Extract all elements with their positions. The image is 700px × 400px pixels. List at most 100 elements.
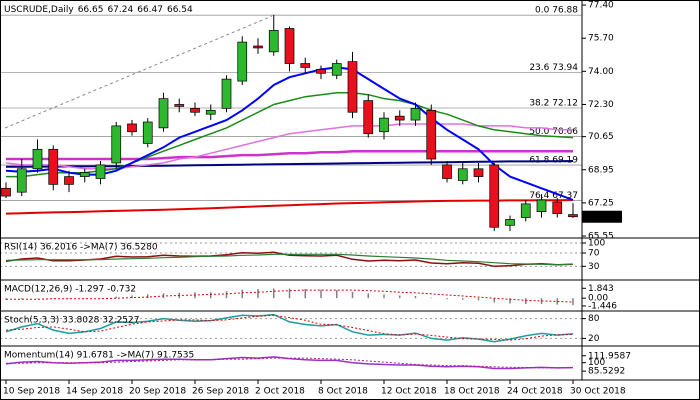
candle-body	[190, 108, 200, 113]
candle-body	[568, 214, 578, 218]
histogram-bar	[225, 291, 228, 299]
x-tick-label: 12 Oct 2018	[381, 387, 437, 397]
candle-body	[347, 61, 358, 113]
candle-body	[505, 219, 515, 226]
candle-body	[253, 45, 263, 49]
histogram-bar	[131, 295, 133, 299]
histogram-bar	[414, 296, 417, 299]
candle-body	[284, 28, 295, 64]
candle-body	[16, 168, 27, 193]
histogram-bar	[210, 292, 212, 299]
candle-body	[237, 41, 248, 82]
histogram-bar	[367, 293, 369, 299]
candle-body	[48, 148, 59, 185]
y-tick-label: 0.00	[588, 294, 608, 304]
candle-body	[331, 63, 342, 76]
high-value: 67.24	[107, 5, 133, 15]
histogram-bar	[525, 298, 527, 305]
fib-anchor-line	[4, 15, 273, 129]
indicator-line	[6, 357, 574, 369]
candle-body	[410, 108, 421, 121]
candle-body	[363, 100, 374, 135]
candle-body	[79, 172, 90, 177]
histogram-bar	[383, 294, 385, 299]
indicator-line	[5, 314, 574, 341]
y-tick-label: 77.40	[588, 1, 614, 11]
panel-title: Momentum(14) 91.6781 ->MA(7) 91.7535	[4, 351, 194, 361]
y-tick-label: 80	[588, 314, 600, 324]
candle-body	[552, 201, 563, 214]
y-tick-label: 74.00	[588, 67, 614, 77]
y-tick-label: 100	[588, 358, 605, 368]
histogram-bar	[477, 298, 480, 301]
histogram-bar	[36, 298, 39, 299]
y-tick-label: 70.65	[588, 132, 614, 142]
y-tick-label: 70	[588, 249, 600, 259]
histogram-bar	[462, 298, 464, 300]
x-tick-label: 2 Oct 2018	[255, 387, 305, 397]
x-tick-label: 8 Oct 2018	[318, 387, 368, 397]
y-tick-label: 68.95	[588, 165, 614, 175]
indicator-line	[6, 289, 574, 303]
y-tick-label: 30	[588, 262, 600, 272]
indicator-line	[5, 199, 574, 215]
histogram-bar	[288, 288, 291, 299]
y-tick-label: 20	[588, 334, 600, 344]
indicator-line	[6, 149, 573, 161]
fib-label: 38.2 72.12	[529, 98, 578, 108]
histogram-bar	[572, 298, 574, 306]
panel-title: Stoch(5,3,3) 33.8028 32.2527	[4, 316, 139, 326]
candle-body	[142, 121, 153, 144]
histogram-bar	[493, 298, 495, 303]
y-tick-label: 72.30	[588, 100, 614, 110]
candle-body	[95, 164, 106, 179]
candle-body	[64, 176, 74, 185]
panel-title: MACD(12,26,9) -1.297 -0.732	[4, 285, 136, 295]
histogram-bar	[399, 295, 401, 299]
y-tick-label: 85.5292	[588, 367, 625, 377]
y-tick-label: -1.446	[588, 301, 617, 311]
histogram-bar	[147, 294, 149, 299]
x-tick-label: 18 Oct 2018	[444, 387, 500, 397]
histogram-bar	[304, 289, 306, 299]
y-tick-label: 100	[588, 239, 605, 249]
candle-body	[174, 104, 185, 107]
histogram-bar	[273, 288, 275, 299]
candle-body	[473, 168, 484, 177]
candle-body	[316, 69, 326, 74]
panel-title: RSI(14) 36.2016 ->MA(7) 36.5280	[4, 243, 158, 253]
histogram-bar	[241, 289, 243, 299]
histogram-bar	[52, 298, 54, 299]
histogram-bar	[336, 290, 338, 299]
x-tick-label: 30 Oct 2018	[570, 387, 626, 397]
close-value: 66.54	[167, 5, 193, 15]
histogram-bar	[115, 296, 117, 299]
x-tick-label: 24 Oct 2018	[507, 387, 563, 397]
symbol: USCRUDE,Daily	[4, 5, 74, 15]
open-value: 66.65	[78, 5, 104, 15]
y-tick-label: 111.9587	[588, 351, 631, 361]
x-tick-label: 14 Sep 2018	[66, 387, 123, 397]
x-tick-label: 20 Sep 2018	[129, 387, 186, 397]
candle-body	[221, 78, 232, 109]
histogram-bar	[21, 298, 23, 300]
y-tick-label: 75.70	[588, 34, 614, 44]
candle-body	[32, 148, 43, 170]
histogram-bar	[84, 298, 86, 299]
histogram-bar	[257, 289, 259, 299]
histogram-bar	[99, 298, 102, 299]
fib-label: 23.6 73.94	[529, 63, 578, 73]
candle-body	[426, 109, 437, 160]
histogram-bar	[556, 298, 558, 305]
indicator-line	[5, 356, 574, 370]
chart-header: USCRUDE,Daily 66.65 67.24 66.47 66.54	[4, 5, 193, 15]
candle-body	[379, 117, 389, 133]
x-tick-label: 26 Sep 2018	[192, 387, 249, 397]
candle-body	[394, 115, 405, 121]
histogram-bar	[320, 289, 322, 299]
candle-body	[520, 203, 531, 218]
histogram-bar	[509, 298, 511, 304]
histogram-bar	[430, 297, 432, 299]
